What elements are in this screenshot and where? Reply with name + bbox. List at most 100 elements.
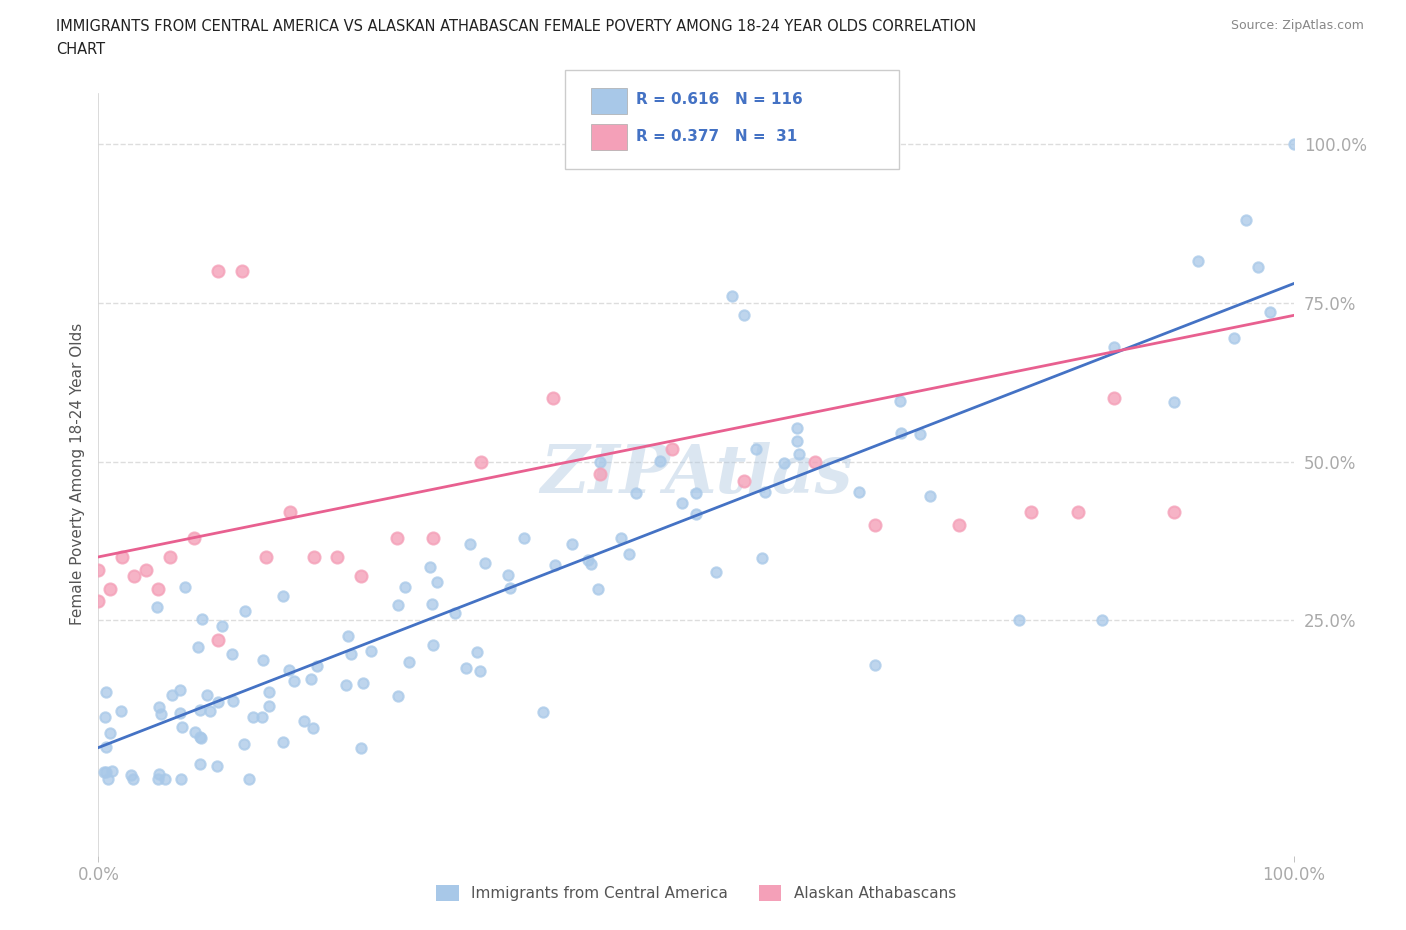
Point bbox=[87, 594, 110, 609]
Point bbox=[148, 581, 170, 596]
Point bbox=[1282, 137, 1305, 152]
Point bbox=[531, 705, 554, 720]
Point bbox=[804, 454, 827, 469]
Point bbox=[98, 725, 121, 740]
Point bbox=[292, 713, 315, 728]
Point bbox=[149, 706, 172, 721]
Point bbox=[232, 737, 254, 751]
Point bbox=[890, 425, 912, 440]
Point bbox=[352, 676, 374, 691]
Point bbox=[135, 562, 157, 577]
Y-axis label: Female Poverty Among 18-24 Year Olds: Female Poverty Among 18-24 Year Olds bbox=[69, 324, 84, 626]
Point bbox=[1187, 254, 1209, 269]
Point bbox=[626, 485, 648, 500]
Point bbox=[96, 685, 118, 700]
Point bbox=[721, 289, 744, 304]
Point bbox=[190, 729, 212, 744]
Point bbox=[93, 764, 115, 779]
Point bbox=[394, 579, 416, 594]
Point bbox=[661, 442, 683, 457]
Point bbox=[231, 263, 253, 278]
Point bbox=[94, 709, 117, 724]
Point bbox=[159, 550, 181, 565]
Point bbox=[619, 547, 641, 562]
Point bbox=[191, 612, 214, 627]
Point bbox=[340, 646, 363, 661]
Point bbox=[1223, 331, 1246, 346]
Legend: Immigrants from Central America, Alaskan Athabascans: Immigrants from Central America, Alaskan… bbox=[429, 878, 963, 909]
Point bbox=[541, 391, 564, 405]
Point bbox=[302, 550, 325, 565]
Point bbox=[205, 758, 228, 773]
Point bbox=[110, 704, 132, 719]
Point bbox=[468, 663, 491, 678]
Text: IMMIGRANTS FROM CENTRAL AMERICA VS ALASKAN ATHABASCAN FEMALE POVERTY AMONG 18-24: IMMIGRANTS FROM CENTRAL AMERICA VS ALASK… bbox=[56, 19, 977, 33]
Point bbox=[98, 581, 122, 596]
Point bbox=[561, 537, 583, 551]
Point bbox=[184, 724, 207, 739]
Point bbox=[948, 518, 970, 533]
Point bbox=[273, 735, 295, 750]
Point bbox=[120, 768, 142, 783]
Point bbox=[422, 637, 444, 652]
Point bbox=[1019, 505, 1042, 520]
Point bbox=[1163, 394, 1185, 409]
Point bbox=[207, 632, 229, 647]
Point bbox=[733, 473, 755, 488]
Point bbox=[235, 604, 257, 618]
Point bbox=[920, 489, 942, 504]
Point bbox=[910, 427, 932, 442]
Point bbox=[100, 764, 122, 779]
Point bbox=[1234, 213, 1257, 228]
Point bbox=[148, 766, 170, 781]
Text: CHART: CHART bbox=[56, 42, 105, 57]
FancyBboxPatch shape bbox=[591, 87, 627, 113]
Point bbox=[148, 699, 170, 714]
Point bbox=[259, 698, 281, 713]
FancyBboxPatch shape bbox=[565, 70, 900, 169]
Point bbox=[1258, 304, 1281, 319]
Point bbox=[1104, 339, 1126, 354]
Point bbox=[685, 506, 707, 521]
Point bbox=[170, 720, 193, 735]
Text: ZIPAtlas: ZIPAtlas bbox=[540, 442, 852, 507]
Point bbox=[221, 647, 243, 662]
Point bbox=[350, 740, 373, 755]
Point bbox=[111, 550, 134, 565]
Point bbox=[465, 644, 488, 659]
Point bbox=[865, 658, 887, 672]
Point bbox=[242, 710, 264, 724]
Point bbox=[751, 551, 773, 565]
Point bbox=[336, 629, 359, 644]
Point bbox=[474, 556, 496, 571]
Point bbox=[124, 568, 146, 583]
Point bbox=[94, 764, 117, 779]
Point bbox=[454, 660, 477, 675]
Point bbox=[544, 558, 567, 573]
Point bbox=[302, 721, 325, 736]
Point bbox=[190, 731, 212, 746]
Point bbox=[146, 600, 169, 615]
Point bbox=[889, 393, 911, 408]
Point bbox=[146, 772, 169, 787]
Point bbox=[326, 550, 349, 565]
Point bbox=[278, 662, 301, 677]
Point bbox=[419, 559, 441, 574]
Point bbox=[787, 446, 810, 461]
Point bbox=[122, 772, 145, 787]
Point bbox=[1163, 505, 1185, 520]
Point bbox=[581, 556, 603, 571]
Point bbox=[387, 689, 409, 704]
Point bbox=[252, 653, 274, 668]
Point bbox=[1104, 391, 1126, 405]
Point bbox=[207, 263, 229, 278]
Point bbox=[385, 530, 409, 545]
Point bbox=[238, 772, 260, 787]
Point bbox=[97, 772, 120, 787]
Point bbox=[211, 618, 233, 633]
Point bbox=[169, 705, 191, 720]
Point bbox=[387, 597, 409, 612]
Point bbox=[648, 454, 671, 469]
Text: R = 0.377   N =  31: R = 0.377 N = 31 bbox=[637, 129, 797, 144]
Point bbox=[513, 530, 536, 545]
